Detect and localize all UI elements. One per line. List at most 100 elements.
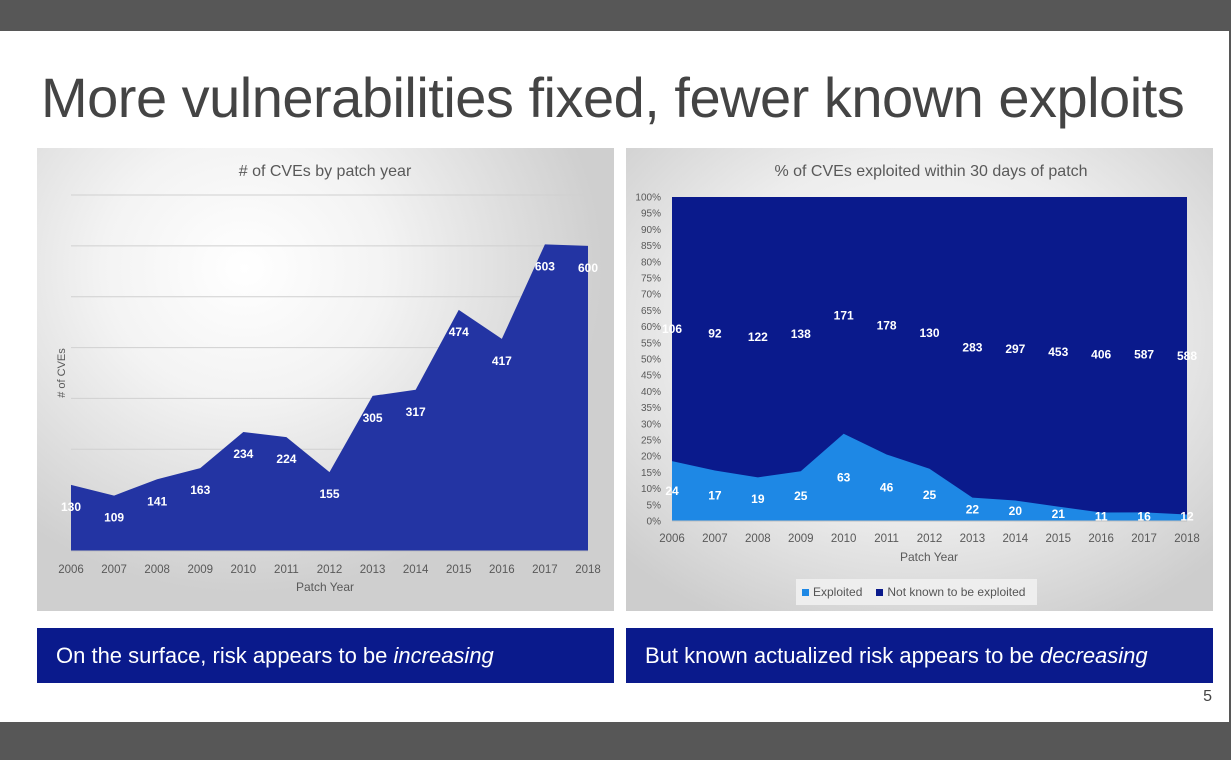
slide: More vulnerabilities fixed, fewer known … [0,31,1229,722]
exploited-data-label: 12 [1180,509,1194,523]
y-tick-label: 75% [641,274,661,285]
y-tick-label: 20% [641,452,661,463]
exploited-data-label: 25 [923,488,937,502]
not-exploited-data-label: 138 [791,327,811,341]
x-tick-label: 2018 [575,564,601,576]
chart-title: % of CVEs exploited within 30 days of pa… [774,163,1087,180]
data-label: 603 [535,259,555,273]
x-tick-label: 2008 [745,533,771,545]
x-axis-label: Patch Year [900,550,958,564]
y-tick-label: 60% [641,322,661,333]
exploited-data-label: 63 [837,470,851,484]
y-tick-label: 10% [641,484,661,495]
not-exploited-data-label: 130 [919,326,939,340]
exploited-data-label: 46 [880,481,894,495]
exploited-data-label: 11 [1095,509,1108,523]
x-tick-label: 2009 [788,533,814,545]
x-tick-label: 2016 [1088,533,1114,545]
y-tick-label: 30% [641,419,661,430]
y-tick-label: 50% [641,355,661,366]
exploited-data-label: 24 [665,484,679,498]
not-exploited-data-label: 122 [748,330,768,344]
x-tick-label: 2011 [274,564,299,576]
exploited-data-label: 21 [1052,507,1066,521]
data-label: 141 [147,494,167,508]
cve-count-chart: # of CVEs by patch year Patch Year # of CV… [56,163,601,594]
x-tick-label: 2016 [489,564,515,576]
x-tick-label: 2011 [874,533,899,545]
caption-decreasing: But known actualized risk appears to be … [626,628,1213,683]
y-tick-label: 70% [641,290,661,301]
legend-swatch-exploited [802,588,809,596]
x-tick-label: 2009 [187,564,213,576]
caption-right-text: But known actualized risk appears to be [645,643,1041,668]
y-tick-label: 15% [641,468,661,479]
x-tick-label: 2014 [403,564,429,576]
not-exploited-data-label: 297 [1005,342,1025,356]
x-tick-label: 2010 [231,564,257,576]
x-tick-label: 2010 [831,533,857,545]
y-tick-label: 65% [641,306,661,317]
cve-count-chart-panel: # of CVEs by patch year Patch Year # of CV… [37,148,614,611]
exploited-data-label: 20 [1009,504,1023,518]
exploited-data-label: 16 [1137,509,1151,523]
x-tick-label: 2017 [1131,533,1157,545]
data-label: 130 [61,500,81,514]
exploited-data-label: 25 [794,489,808,503]
y-tick-label: 55% [641,338,661,349]
cve-count-area [71,244,588,551]
not-exploited-data-label: 406 [1091,348,1111,362]
x-tick-label: 2012 [317,564,343,576]
data-label: 305 [363,411,383,425]
exploited-data-label: 19 [751,492,765,506]
x-tick-label: 2007 [702,533,728,545]
x-tick-label: 2008 [144,564,170,576]
legend-item-not-exploited: Not known to be exploited [876,585,1025,599]
x-tick-label: 2007 [101,564,127,576]
y-tick-label: 80% [641,257,661,268]
exploited-data-label: 17 [708,489,722,503]
not-exploited-data-label: 171 [834,308,854,322]
y-tick-label: 90% [641,225,661,236]
y-tick-label: 45% [641,371,661,382]
y-tick-label: 35% [641,403,661,414]
data-label: 155 [319,487,339,501]
exploited-area [672,433,1187,521]
not-exploited-data-label: 283 [962,340,982,354]
data-label: 109 [104,511,124,525]
not-exploited-data-label: 92 [708,327,722,341]
not-exploited-data-label: 588 [1177,349,1197,363]
x-tick-label: 2012 [917,533,943,545]
x-axis-label: Patch Year [296,580,354,594]
not-exploited-data-label: 178 [877,319,897,333]
y-tick-label: 25% [641,436,661,447]
x-tick-label: 2017 [532,564,558,576]
x-tick-label: 2015 [446,564,472,576]
x-tick-label: 2014 [1003,533,1029,545]
data-label: 600 [578,261,598,275]
slide-title: More vulnerabilities fixed, fewer known … [41,66,1185,129]
data-label: 163 [190,483,210,497]
x-tick-label: 2013 [360,564,386,576]
y-tick-label: 100% [635,193,661,204]
data-label: 417 [492,354,512,368]
data-label: 234 [233,447,253,461]
x-tick-label: 2006 [659,533,685,545]
legend-label-not-exploited: Not known to be exploited [887,585,1026,599]
caption-increasing: On the surface, risk appears to be incre… [37,628,614,683]
chart-title: # of CVEs by patch year [239,163,412,180]
caption-left-emphasis: increasing [393,643,494,668]
not-exploited-area [672,197,1187,521]
data-label: 317 [406,405,426,419]
not-exploited-data-label: 106 [662,322,682,336]
y-tick-label: 95% [641,209,661,220]
page-number: 5 [1203,688,1212,705]
data-label: 224 [276,452,296,466]
x-tick-label: 2015 [1045,533,1071,545]
exploited-data-label: 22 [966,502,980,516]
y-tick-label: 5% [647,500,662,511]
y-tick-label: 40% [641,387,661,398]
y-tick-label: 0% [647,517,662,528]
caption-left-text: On the surface, risk appears to be [56,643,394,668]
chart-legend: Exploited Not known to be exploited [796,579,1038,605]
